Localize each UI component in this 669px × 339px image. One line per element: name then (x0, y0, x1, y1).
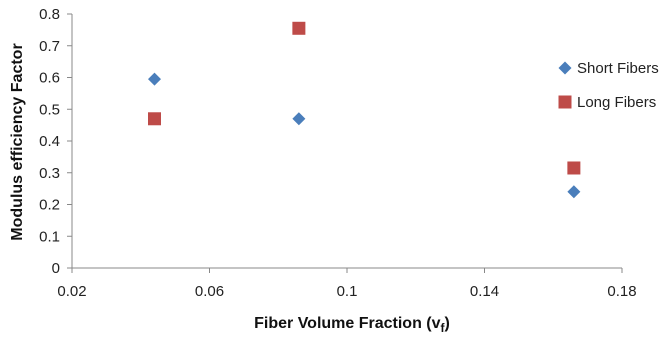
legend-long-fibers-marker (558, 95, 572, 109)
x-axis-ticks: 0.02 0.06 0.1 0.14 0.18 (57, 268, 637, 300)
legend-long-fibers-label: Long Fibers (577, 94, 656, 111)
y-tick-label: 0.7 (39, 38, 60, 55)
y-tick-label: 0.3 (39, 165, 60, 182)
y-tick-label: 0.4 (39, 133, 60, 150)
data-points (148, 21, 581, 199)
y-tick-label: 0.1 (39, 228, 60, 245)
long-fibers-point (148, 112, 161, 126)
y-tick-label: 0.2 (39, 197, 60, 214)
x-tick-label: 0.02 (57, 283, 86, 300)
y-tick-label: 0.6 (39, 70, 60, 87)
short-fibers-point (148, 72, 161, 86)
x-tick-label: 0.1 (337, 283, 358, 300)
long-fibers-point (567, 161, 581, 175)
x-tick-label: 0.14 (470, 283, 499, 300)
legend-short-fibers-marker (558, 61, 572, 75)
y-tick-label: 0 (52, 260, 60, 277)
legend-short-fibers-label: Short Fibers (577, 60, 659, 77)
y-axis-title: Modulus efficiency Factor (9, 43, 26, 240)
x-tick-label: 0.06 (195, 283, 224, 300)
y-tick-label: 0.5 (39, 101, 60, 118)
x-tick-label: 0.18 (607, 283, 636, 300)
y-tick-label: 0.8 (39, 6, 60, 23)
x-axis-title-subscript: f (441, 321, 446, 335)
x-axis-title-suffix: ) (445, 315, 450, 332)
legend: Short Fibers Long Fibers (558, 60, 659, 111)
long-fibers-point (292, 21, 306, 35)
short-fibers-point (567, 185, 581, 199)
y-axis-ticks: 0 0.1 0.2 0.3 0.4 0.5 0.6 0.7 0.8 (39, 6, 72, 277)
chart-axes (71, 14, 622, 269)
x-axis-title-main: Fiber Volume Fraction (v (254, 315, 441, 332)
short-fibers-point (292, 112, 306, 126)
x-axis-title: Fiber Volume Fraction (vf) (254, 315, 450, 335)
